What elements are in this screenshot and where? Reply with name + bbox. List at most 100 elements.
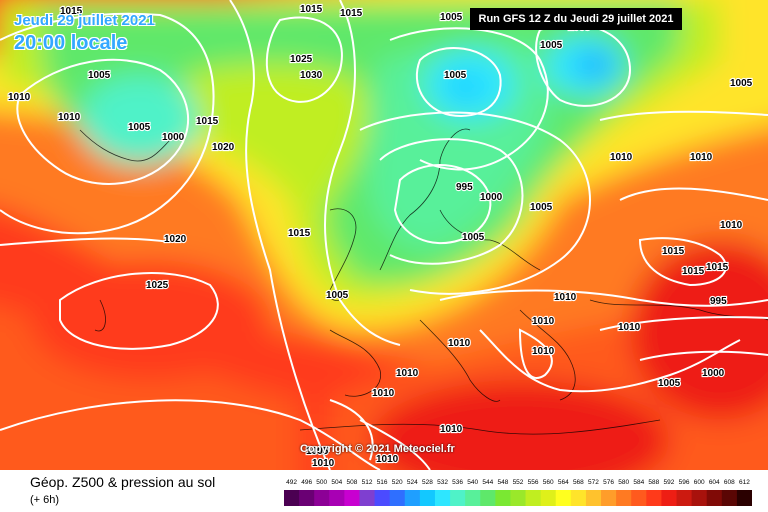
pressure-label: 1005: [730, 78, 753, 89]
scale-swatch: [314, 490, 330, 506]
scale-label: 592: [663, 479, 675, 486]
color-scale-labels: 492 496 500 504 508 512 516 520 524 528 532 536 540 5…: [284, 479, 752, 489]
pressure-label: 1005: [658, 378, 681, 389]
scale-label: 596: [678, 479, 690, 486]
scale-swatch: [419, 490, 436, 506]
pressure-label: 1010: [532, 346, 555, 357]
scale-swatch: [585, 490, 602, 506]
scale-swatch: [706, 490, 723, 506]
scale-swatch: [299, 490, 315, 506]
scale-label: 580: [618, 479, 630, 486]
scale-swatch: [555, 490, 572, 506]
pressure-label: 1010: [720, 220, 743, 231]
scale-swatch: [601, 490, 617, 506]
forecast-time: 20:00 locale: [14, 32, 128, 54]
scale-label: 560: [542, 479, 554, 486]
pressure-label: 1010: [610, 152, 633, 163]
forecast-date: Jeudi 29 juillet 2021: [14, 12, 155, 29]
scale-label: 500: [316, 479, 328, 486]
pressure-label: 1005: [540, 40, 563, 51]
pressure-label: 1010: [372, 388, 395, 399]
pressure-label: 995: [456, 182, 473, 193]
scale-swatch: [284, 490, 300, 506]
scale-swatch: [510, 490, 527, 506]
scale-label: 604: [708, 479, 720, 486]
run-info-banner: Run GFS 12 Z du Jeudi 29 juillet 2021: [470, 8, 682, 30]
scale-label: 548: [497, 479, 509, 486]
scale-label: 528: [421, 479, 433, 486]
scale-label: 612: [739, 479, 750, 486]
pressure-label: 1015: [706, 262, 729, 273]
scale-swatch: [616, 490, 632, 506]
pressure-label: 1005: [88, 70, 111, 81]
pressure-label: 1010: [532, 316, 555, 327]
pressure-label: 1010: [690, 152, 713, 163]
scale-label: 608: [723, 479, 735, 486]
scale-swatch: [344, 490, 360, 506]
scale-label: 572: [588, 479, 599, 486]
map-title: Géop. Z500 & pression au sol: [30, 474, 216, 490]
pressure-label: 1015: [196, 116, 219, 127]
scale-label: 584: [633, 479, 645, 486]
scale-label: 552: [512, 479, 524, 486]
scale-label: 504: [331, 479, 343, 486]
scale-label: 512: [361, 479, 373, 486]
scale-swatch: [465, 490, 481, 506]
pressure-label: 995: [710, 296, 727, 307]
scale-label: 508: [346, 479, 358, 486]
pressure-label: 1010: [8, 92, 31, 103]
scale-label: 556: [527, 479, 539, 486]
pressure-label: 1020: [164, 234, 187, 245]
pressure-label: 1025: [290, 54, 313, 65]
scale-label: 568: [572, 479, 584, 486]
pressure-label: 1030: [300, 70, 323, 81]
scale-swatch: [676, 490, 693, 506]
scale-swatch: [329, 490, 345, 506]
pressure-label: 1025: [146, 280, 169, 291]
pressure-label: 1020: [212, 142, 235, 153]
scale-label: 520: [391, 479, 403, 486]
scale-swatch: [480, 490, 496, 506]
scale-swatch: [434, 490, 451, 506]
scale-swatch: [736, 490, 752, 506]
forecast-offset: (+ 6h): [30, 494, 60, 506]
pressure-label: 1000: [480, 192, 503, 203]
pressure-label: 1000: [702, 368, 725, 379]
scale-swatch: [631, 490, 647, 506]
scale-label: 544: [482, 479, 494, 486]
scale-label: 564: [557, 479, 569, 486]
scale-label: 536: [452, 479, 464, 486]
scale-swatch: [359, 490, 376, 506]
pressure-label: 1015: [300, 4, 323, 15]
scale-label: 516: [376, 479, 388, 486]
pressure-label: 1005: [326, 290, 349, 301]
scale-swatch: [525, 490, 542, 506]
scale-swatch: [646, 490, 662, 506]
pressure-label: 1015: [60, 6, 83, 17]
pressure-label: 1005: [530, 202, 553, 213]
scale-label: 576: [603, 479, 615, 486]
scale-swatch: [661, 490, 678, 506]
scale-swatch: [540, 490, 557, 506]
color-field: [0, 0, 768, 470]
pressure-label: 1005: [306, 446, 329, 457]
pressure-label: 1015: [662, 246, 685, 257]
pressure-label: 1000: [162, 132, 185, 143]
pressure-label: 1010: [312, 458, 335, 469]
scale-label: 492: [286, 479, 297, 486]
pressure-label: 1015: [288, 228, 311, 239]
pressure-label: 1005: [462, 232, 485, 243]
pressure-label: 1010: [448, 338, 471, 349]
scale-swatch: [450, 490, 466, 506]
pressure-label: 1005: [440, 12, 463, 23]
scale-swatch: [374, 490, 391, 506]
scale-label: 588: [648, 479, 660, 486]
pressure-label: 1005: [128, 122, 151, 133]
pressure-label: 1010: [58, 112, 81, 123]
copyright-notice: Copyright © 2021 Meteociel.fr: [300, 443, 455, 455]
pressure-label: 1010: [440, 424, 463, 435]
scale-label: 496: [301, 479, 313, 486]
isobars: [0, 0, 768, 470]
pressure-label: 1005: [444, 70, 467, 81]
scale-swatch: [495, 490, 511, 506]
